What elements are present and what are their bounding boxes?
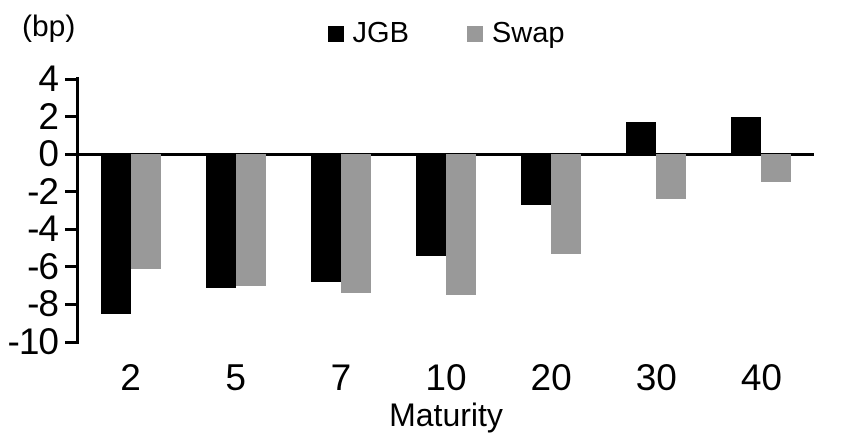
y-tick-mark xyxy=(65,190,77,194)
y-tick-mark xyxy=(65,77,77,81)
y-tick-label: 4 xyxy=(38,58,59,99)
legend-swatch-jgb-icon xyxy=(327,25,344,42)
x-axis-title: Maturity xyxy=(389,397,503,433)
x-tick-label: 40 xyxy=(740,357,782,398)
bar-jgb-5 xyxy=(205,154,236,288)
x-tick-label: 20 xyxy=(530,357,572,398)
y-tick-label: 0 xyxy=(38,133,59,175)
bar-swap-30 xyxy=(656,154,687,200)
legend-item-swap: Swap xyxy=(466,17,565,49)
bar-swap-7 xyxy=(340,154,371,294)
legend-swatch-swap-icon xyxy=(466,25,483,42)
x-tick-label: 10 xyxy=(425,357,467,398)
y-tick-label: -10 xyxy=(7,321,59,362)
x-tick-label: 2 xyxy=(120,357,141,398)
bar-jgb-10 xyxy=(416,154,446,256)
x-tick-label: 7 xyxy=(330,357,352,398)
y-tick-label: -6 xyxy=(27,245,59,287)
bar-jgb-20 xyxy=(521,154,552,205)
bar-swap-2 xyxy=(130,154,161,269)
y-tick-label: -8 xyxy=(27,283,59,325)
bar-swap-5 xyxy=(235,154,266,286)
y-tick-mark xyxy=(65,340,77,344)
y-tick-mark xyxy=(65,115,77,119)
bar-swap-40 xyxy=(761,154,792,183)
y-axis-line xyxy=(76,77,79,344)
bar-swap-20 xyxy=(551,154,582,254)
legend-label-jgb: JGB xyxy=(352,17,409,49)
y-tick-label: -4 xyxy=(27,208,59,250)
plot-area: 4 2 0 -2 -4 -6 -8 -10 2 5 7 10 20 30 40 xyxy=(8,60,814,397)
x-tick-label: 5 xyxy=(225,357,246,398)
bar-jgb-7 xyxy=(310,154,341,282)
bar-jgb-2 xyxy=(100,154,131,314)
bar-jgb-30 xyxy=(626,122,657,155)
y-tick-mark xyxy=(65,152,77,156)
y-axis-unit-label: (bp) xyxy=(22,10,76,43)
y-tick-mark xyxy=(65,302,77,306)
legend-item-jgb: JGB xyxy=(327,17,409,49)
y-tick-label: 2 xyxy=(38,95,59,137)
y-tick-label: -2 xyxy=(27,170,59,212)
x-tick-label: 30 xyxy=(635,357,677,398)
bar-jgb-40 xyxy=(731,116,762,155)
legend-label-swap: Swap xyxy=(491,17,565,49)
y-tick-mark xyxy=(65,265,77,269)
y-tick-mark xyxy=(65,227,77,231)
bar-swap-10 xyxy=(446,154,476,296)
legend: JGB Swap xyxy=(78,19,814,48)
